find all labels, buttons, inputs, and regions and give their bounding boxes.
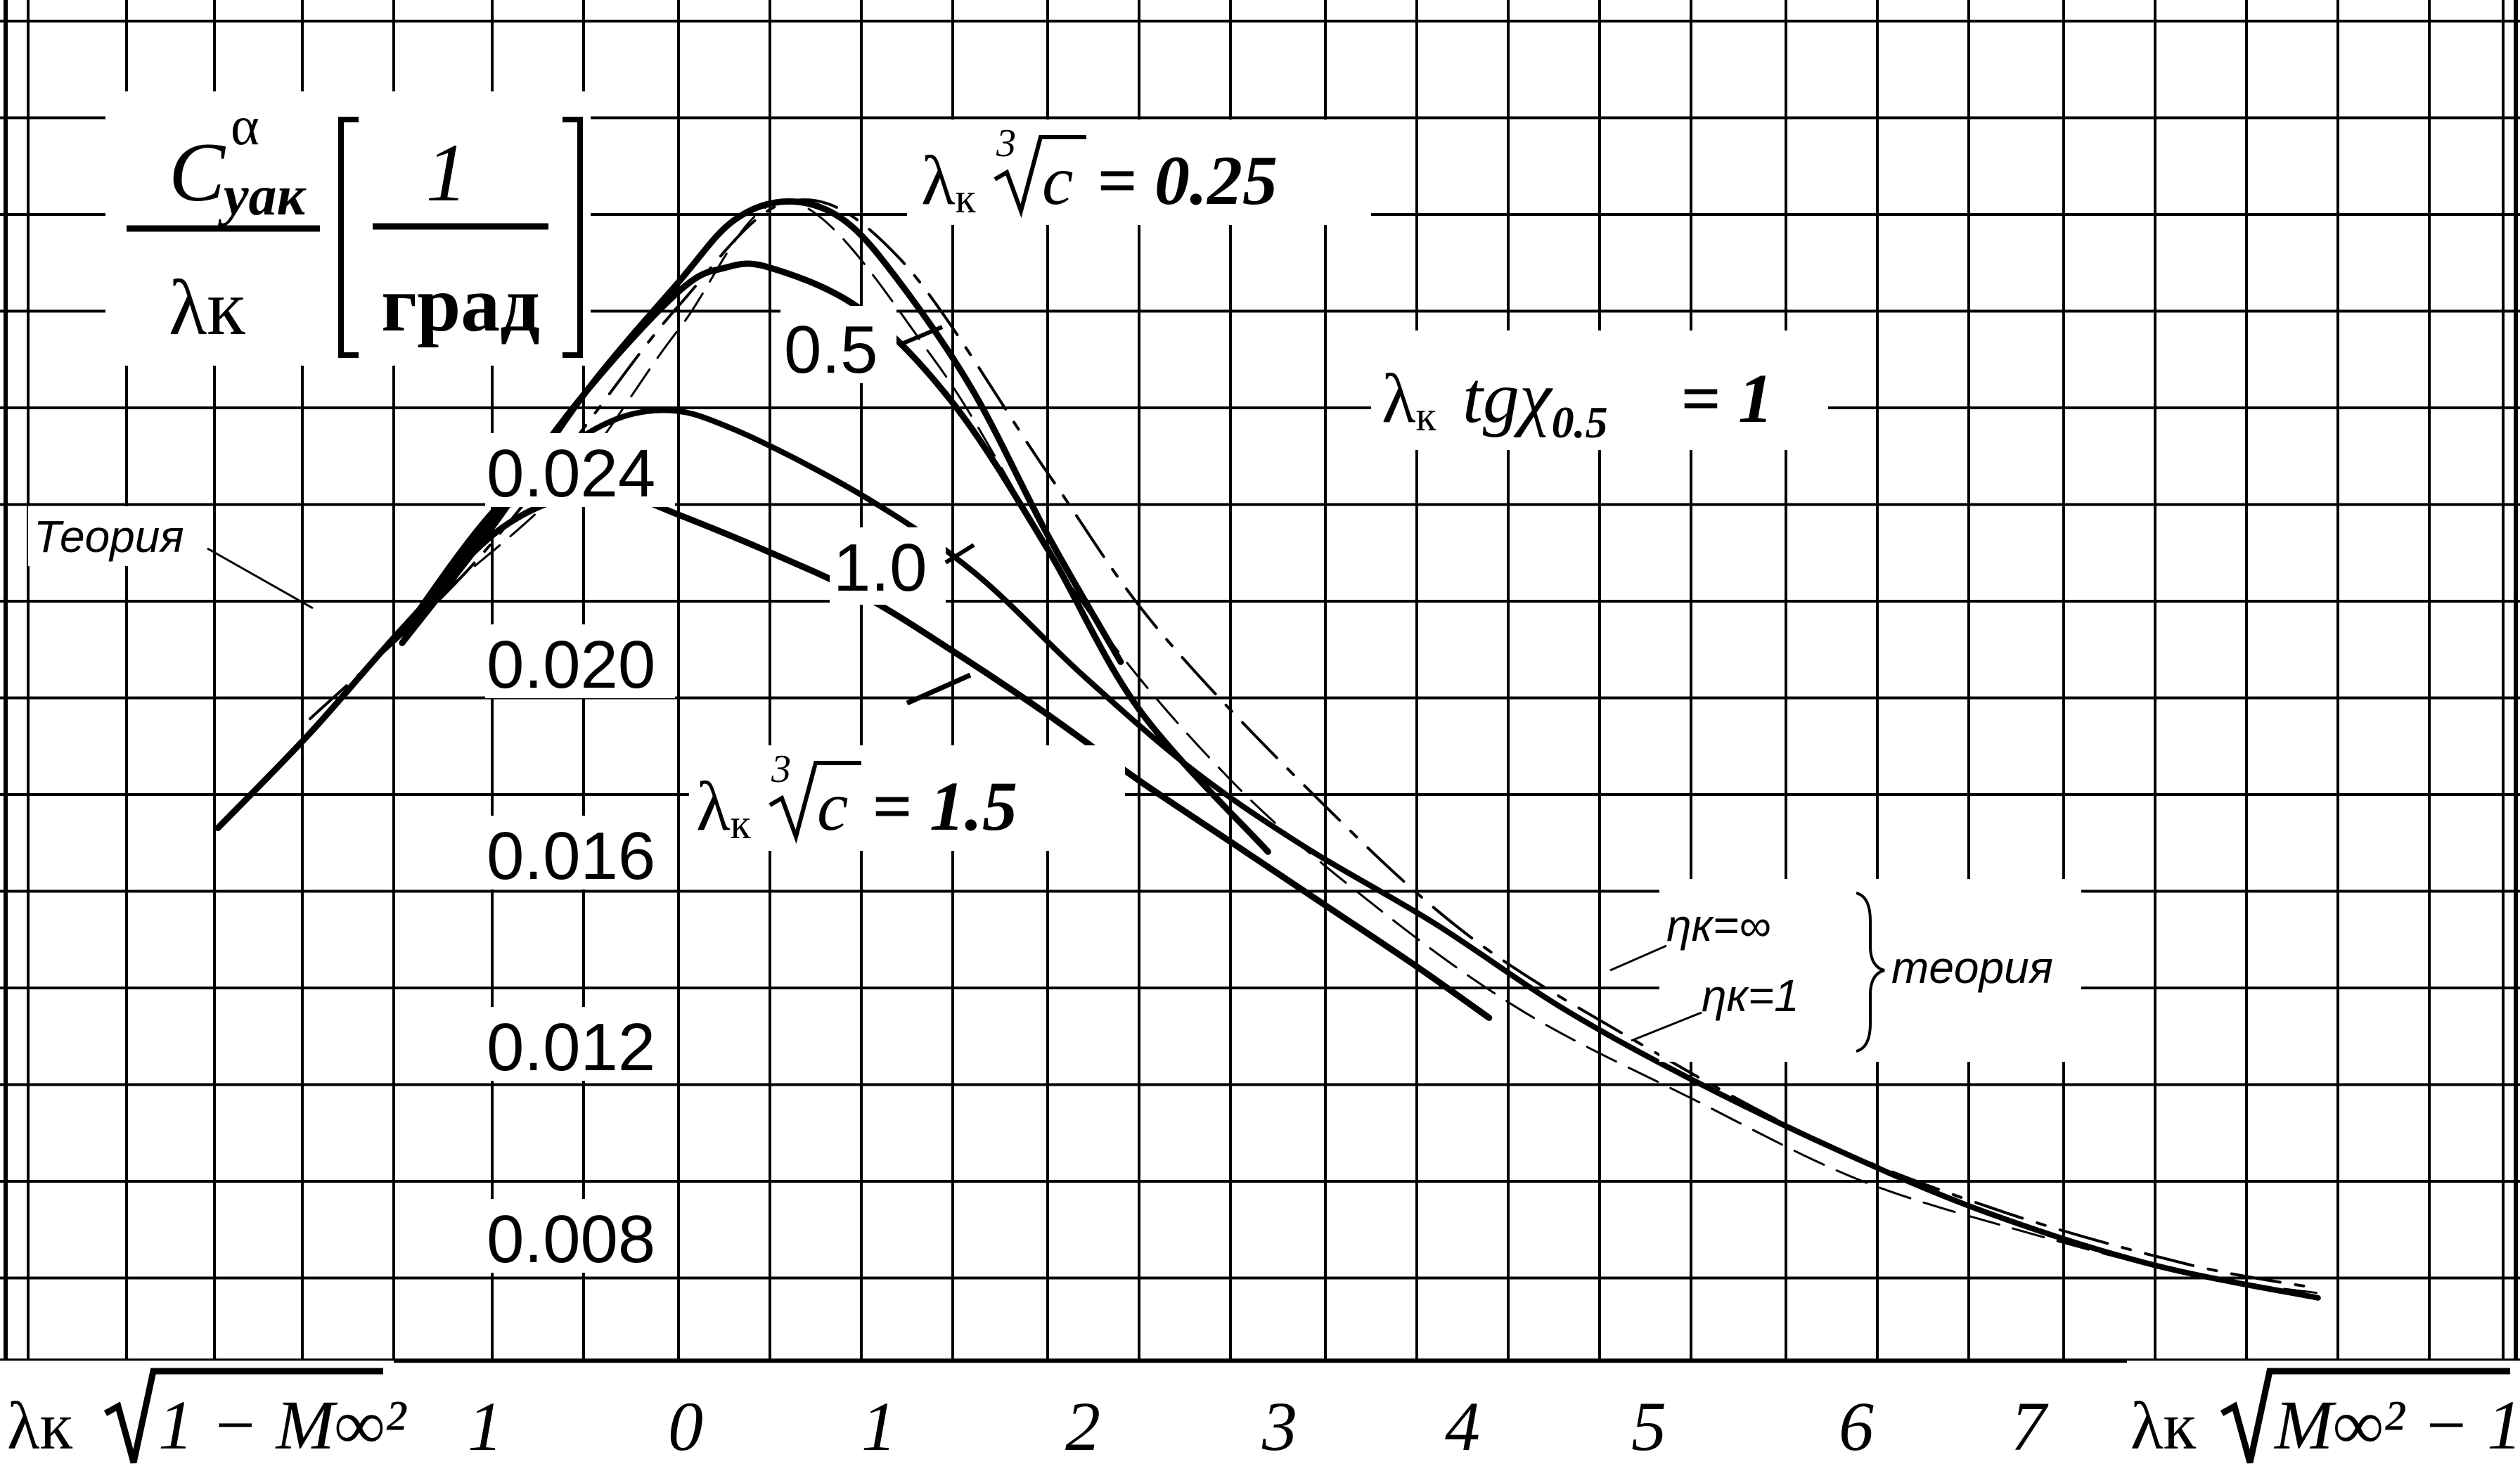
curve-label-10: 1.0 bbox=[833, 530, 927, 605]
label-curve-05: 0.5 bbox=[780, 306, 944, 387]
theory-left-label: Теория bbox=[34, 511, 184, 562]
x-tick-label: 1 bbox=[468, 1387, 503, 1465]
unit-denominator: град bbox=[381, 261, 540, 348]
leader-10 bbox=[944, 543, 975, 565]
y-tick-label: 0.012 bbox=[487, 1010, 655, 1085]
theory-right-annotation: ηк=∞ ηк=1 теория bbox=[1609, 879, 2081, 1062]
x-tick-label: 2 bbox=[1065, 1387, 1100, 1465]
theory-left-leader bbox=[207, 547, 314, 610]
label-bg bbox=[830, 527, 946, 605]
y-label-subscript: yaк bbox=[217, 165, 307, 227]
y-tick-labels: 0.008 0.012 0.016 0.020 0.024 bbox=[485, 433, 675, 1277]
eta-inf-label: ηк=∞ bbox=[1666, 900, 1771, 951]
x-tick-labels: 1 0 1 2 3 4 5 6 7 bbox=[468, 1387, 2049, 1465]
x-tick-label: 5 bbox=[1631, 1387, 1666, 1465]
lambda-symbol: λк bbox=[1382, 359, 1437, 439]
y-tick-label: 0.008 bbox=[487, 1202, 655, 1277]
radical-sign bbox=[769, 761, 861, 844]
series-line-3 bbox=[399, 407, 2321, 1301]
x-tick-label: 0 bbox=[668, 1387, 703, 1465]
y-label-denominator: λк bbox=[169, 264, 245, 352]
series-line-6 bbox=[437, 200, 2320, 1295]
cube-root-index: 3 bbox=[771, 747, 791, 791]
y-tick-label: 0.024 bbox=[487, 436, 655, 511]
label-bg bbox=[1371, 330, 1828, 450]
y-tick-bg bbox=[485, 1199, 675, 1273]
right-bracket bbox=[562, 117, 583, 358]
x-label-left: λк 1 − M∞² bbox=[0, 1361, 407, 1471]
leader-05 bbox=[899, 325, 944, 347]
y-tick-bg bbox=[485, 1007, 675, 1081]
y-tick-label: 0.016 bbox=[487, 818, 655, 894]
eta-one-leader bbox=[1631, 1011, 1702, 1042]
sweep-param: = 1 bbox=[1680, 359, 1773, 437]
label-bg bbox=[0, 1361, 394, 1471]
y-tick-bg bbox=[485, 433, 675, 507]
label-bg bbox=[28, 506, 204, 566]
y-axis-label: C α yaк λк 1 град bbox=[105, 91, 591, 366]
left-bracket bbox=[338, 117, 359, 358]
label-bg bbox=[689, 745, 1125, 851]
y-tick-bg bbox=[485, 624, 675, 698]
x-tick-label: 6 bbox=[1839, 1387, 1874, 1465]
eta-one-label: ηк=1 bbox=[1702, 970, 1799, 1021]
series-line-5 bbox=[309, 198, 2320, 1290]
eta-inf-leader bbox=[1609, 944, 1667, 972]
y-label-superscript: α bbox=[231, 95, 259, 156]
label-curve-025: λк 3 c = 0.25 bbox=[907, 120, 1371, 225]
x-tick-label: 4 bbox=[1445, 1387, 1480, 1465]
unit-numerator: 1 bbox=[426, 127, 468, 219]
curve-label-05: 0.5 bbox=[784, 312, 878, 387]
x-label-right-radicand: M∞² − 1 bbox=[2273, 1386, 2520, 1464]
x-label-right-prefix: λк bbox=[2130, 1388, 2197, 1463]
theory-left-annotation: Теория bbox=[28, 506, 314, 610]
x-label-left-radical bbox=[103, 1368, 383, 1464]
y-tick-label: 0.020 bbox=[487, 627, 655, 702]
x-label-left-radicand: 1 − M∞² bbox=[158, 1386, 407, 1464]
curve-label-025: = 0.25 bbox=[1097, 141, 1278, 219]
x-label-right-radical bbox=[2220, 1368, 2510, 1464]
curve-label-15: = 1.5 bbox=[872, 767, 1017, 845]
label-bg bbox=[907, 120, 1371, 225]
x-tick-label: 3 bbox=[1261, 1387, 1297, 1465]
label-curve-10: 1.0 bbox=[830, 527, 975, 605]
theory-right-label: теория bbox=[1891, 942, 2053, 993]
x-label-right: λк M∞² − 1 bbox=[2127, 1361, 2520, 1471]
label-bg bbox=[780, 306, 896, 383]
radicand-c: c bbox=[1042, 141, 1073, 219]
theory-brace bbox=[1856, 892, 1885, 1053]
label-sweep-param: λк tgχ0.5 = 1 bbox=[1371, 330, 1828, 450]
x-tick-label: 7 bbox=[2011, 1387, 2049, 1465]
leader-15 bbox=[906, 672, 972, 706]
y-tick-bg bbox=[485, 816, 675, 889]
cube-root-index: 3 bbox=[996, 122, 1016, 165]
x-label-left-prefix: λк bbox=[7, 1388, 73, 1463]
y-label-symbol: C bbox=[169, 125, 226, 219]
radicand-c: c bbox=[817, 767, 848, 845]
label-curve-15: λк 3 c = 1.5 bbox=[689, 672, 1125, 851]
radical-sign bbox=[994, 135, 1086, 218]
label-bg bbox=[2127, 1361, 2520, 1471]
x-tick-label: 1 bbox=[861, 1387, 896, 1465]
